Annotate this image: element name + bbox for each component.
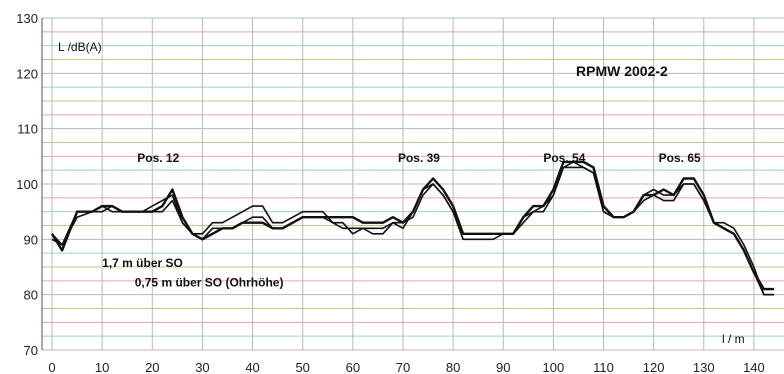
- y-tick-label: 90: [24, 232, 38, 247]
- series-label: 1,7 m über SO: [102, 256, 183, 270]
- x-axis-label: l / m: [722, 332, 745, 346]
- axis-ticks: 70 80 90 100 110 120 130 0 10 20 30 40 50 60 70 80 90 100…: [16, 11, 764, 374]
- labels: L /dB(A) l / m RPMW 2002-2 Pos. 12 Pos. 3…: [58, 40, 745, 346]
- x-tick-label: 40: [245, 360, 259, 374]
- x-tick-label: 130: [693, 360, 715, 374]
- y-tick-label: 120: [16, 66, 38, 81]
- x-tick-label: 0: [48, 360, 55, 374]
- x-tick-label: 110: [593, 360, 614, 374]
- position-annotation: Pos. 65: [659, 151, 701, 165]
- position-annotation: Pos. 12: [137, 151, 179, 165]
- y-tick-label: 110: [17, 122, 38, 137]
- x-tick-label: 60: [346, 360, 360, 374]
- y-tick-label: 130: [16, 11, 38, 26]
- x-tick-label: 140: [743, 360, 765, 374]
- series-line-2: [51, 166, 774, 296]
- x-tick-label: 90: [496, 360, 510, 374]
- chart-title: RPMW 2002-2: [576, 63, 668, 79]
- x-tick-label: 50: [295, 360, 309, 374]
- grid: [42, 17, 784, 351]
- y-tick-label: 80: [24, 288, 38, 303]
- x-tick-label: 120: [643, 360, 665, 374]
- y-tick-label: 100: [16, 177, 38, 192]
- color-bands: [42, 31, 784, 337]
- x-tick-label: 100: [543, 360, 565, 374]
- series-label: 0,75 m über SO (Ohrhöhe): [135, 275, 284, 289]
- x-tick-label: 30: [195, 360, 209, 374]
- y-tick-label: 70: [24, 343, 38, 358]
- x-tick-label: 80: [446, 360, 460, 374]
- x-tick-label: 20: [145, 360, 159, 374]
- y-axis-label: L /dB(A): [58, 40, 102, 54]
- x-tick-label: 70: [396, 360, 410, 374]
- series-lines: [50, 160, 774, 296]
- position-annotation: Pos. 54: [543, 151, 585, 165]
- x-tick-label: 10: [95, 360, 109, 374]
- position-annotation: Pos. 39: [398, 151, 440, 165]
